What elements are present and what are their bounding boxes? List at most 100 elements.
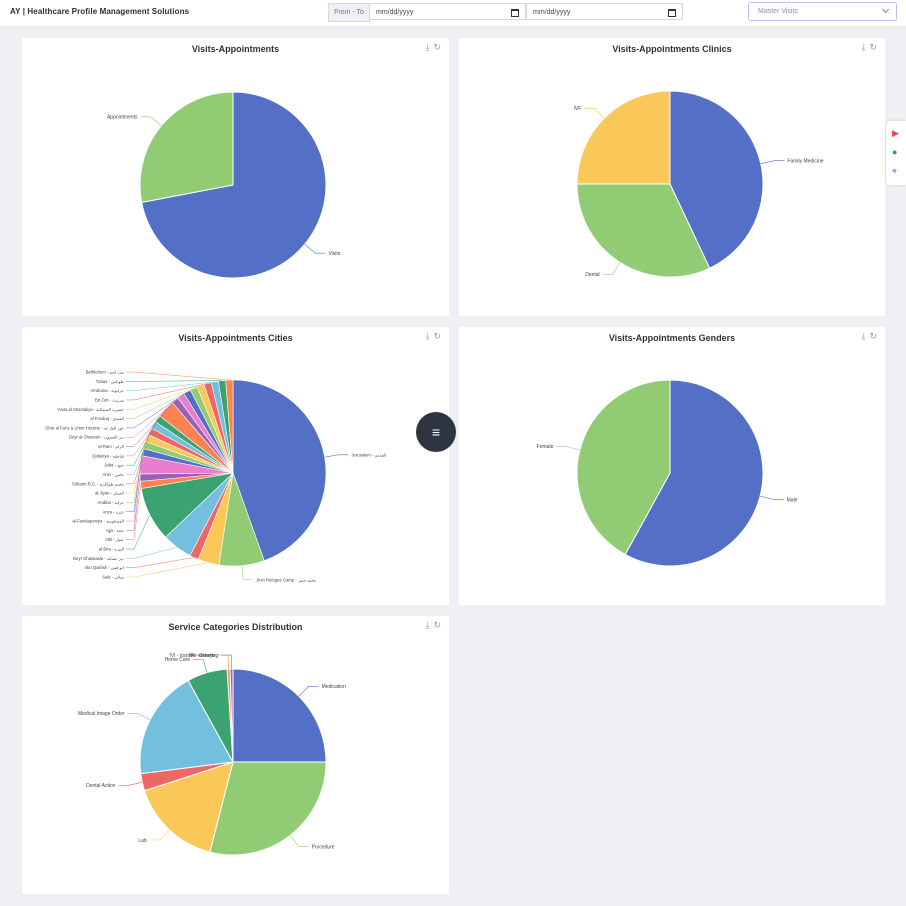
pie-label: Medication <box>322 684 346 690</box>
pie-chart-svg: Visits Appointments <box>107 91 341 279</box>
chart-title: Visits-Appointments <box>191 44 280 54</box>
pie-label-line <box>324 454 349 458</box>
from-date-input[interactable]: mm/dd/yyyy <box>369 3 526 20</box>
pie-label-line <box>126 464 141 522</box>
pie-label-line <box>126 437 148 494</box>
pie-label-line <box>127 713 151 721</box>
calendar-icon[interactable] <box>668 9 676 17</box>
pie-label-line <box>126 388 194 419</box>
to-date-placeholder: mm/dd/yyyy <box>533 9 571 16</box>
pie-label: Deyr Ghassaala - دير غسانة <box>73 556 124 561</box>
pie-label-line <box>140 116 162 126</box>
pie-label-line <box>126 400 176 447</box>
visit-type-value: Master Visits <box>758 8 798 15</box>
visit-type-select[interactable]: Master Visits <box>748 2 897 21</box>
download-icon[interactable]: ⤓ <box>425 620 430 630</box>
pie-label: Procedure <box>312 844 335 850</box>
pie-slice[interactable] <box>143 761 234 853</box>
pie-slice[interactable] <box>229 668 234 763</box>
pie-slice[interactable] <box>232 379 327 561</box>
pie-label-line <box>118 781 143 786</box>
pie-label: Tulkarm R.C. - مخيم طولكرم <box>72 481 124 486</box>
pie-slice[interactable] <box>576 183 711 278</box>
pie-label: Ajja - عجة <box>106 528 124 533</box>
refresh-icon[interactable]: ↻ <box>433 620 441 630</box>
pie-label-line <box>304 244 326 254</box>
pie-label-line <box>126 391 188 429</box>
download-icon[interactable]: ⤓ <box>861 42 866 52</box>
pie-label-line <box>126 385 201 410</box>
pie-label: Family Medicine <box>787 158 823 164</box>
pie-label: Bethlehem - بيت لحم <box>86 370 124 375</box>
pie-chart-svg: Jerusalem - القدس Jinin Refugee Camp - مخ… <box>45 370 386 583</box>
download-icon[interactable]: ⤓ <box>425 42 430 52</box>
pie-label: Bir Zeit - بيرزيت <box>95 397 124 402</box>
pie-label-line <box>126 383 208 401</box>
pie-label: al Funduq - الفندق <box>90 416 124 421</box>
pie-label-line <box>126 477 141 531</box>
pie-label-line <box>289 835 309 847</box>
pie-slice[interactable] <box>669 90 764 269</box>
pie-slice[interactable] <box>624 379 764 567</box>
pie-label-line <box>602 262 621 275</box>
whatsapp-icon[interactable]: ● <box>892 147 898 157</box>
pie-label: Attil - عتيل <box>105 537 124 542</box>
pie-label-line <box>126 380 223 382</box>
pie-label: Arrabuna - عرابونة <box>90 388 124 393</box>
pie-label-line <box>126 484 142 540</box>
chart-card-cities: Visits-Appointments Cities ⤓ ↻ Jerusalem … <box>22 327 449 605</box>
pie-label-line <box>584 108 605 119</box>
pie-label: Arabba - عرابة <box>97 500 124 505</box>
pie-label: al Bira - البيرة <box>99 547 124 552</box>
pie-slice[interactable] <box>141 91 327 279</box>
chart-title: Service Categories Distribution <box>168 622 303 632</box>
pie-chart-svg: Male Female <box>537 379 798 567</box>
pie-label-line <box>193 658 208 673</box>
pie-label: Anin - عانين <box>102 472 124 477</box>
pie-label: Male <box>787 497 798 503</box>
pie-label: Sale - سالي <box>102 575 124 580</box>
youtube-icon[interactable]: ▶ <box>892 128 899 138</box>
pie-slice[interactable] <box>225 379 234 474</box>
chart-card-clinics: Visits-Appointments Clinics ⤓ ↻ Family Me… <box>459 38 885 316</box>
chart-title: Visits-Appointments Clinics <box>612 44 732 54</box>
top-bar: AY | Healthcare Profile Management Solut… <box>0 0 906 27</box>
pie-label: Appointments <box>107 115 138 121</box>
chart-title: Visits-Appointments Genders <box>608 333 736 343</box>
pie-label-line <box>126 452 143 513</box>
refresh-icon[interactable]: ↻ <box>433 42 441 52</box>
download-icon[interactable]: ⤓ <box>861 331 866 341</box>
pie-chart-svg: Family Medicine Dental IVF <box>574 90 824 278</box>
refresh-icon[interactable]: ↻ <box>869 331 877 341</box>
pie-label: Dental Action <box>86 783 116 789</box>
floating-menu-button[interactable]: ≡ <box>416 412 456 452</box>
pie-label-line <box>298 686 319 697</box>
pie-label: Ghor al Far'a & Umm Hurzine - غور الفارع… <box>45 425 124 430</box>
to-date-input[interactable]: mm/dd/yyyy <box>526 3 683 20</box>
chart-card-visits-appointments: Visits-Appointments ⤓ ↻ Visits Appointment… <box>22 38 449 316</box>
pie-slice[interactable] <box>139 91 234 204</box>
map-pin-icon[interactable]: ⌖ <box>892 166 898 176</box>
pie-label: IVF <box>574 106 582 112</box>
calendar-icon[interactable] <box>511 9 519 17</box>
pie-label: Jerusalem - القدس <box>351 453 386 458</box>
pie-slice[interactable] <box>576 90 671 185</box>
chart-card-genders: Visits-Appointments Genders ⤓ ↻ Male Femal… <box>459 327 885 605</box>
download-icon[interactable]: ⤓ <box>425 331 430 341</box>
pie-label: IVI - transfer embryo <box>169 653 215 659</box>
chevron-down-icon <box>881 5 890 14</box>
chart-title: Visits-Appointments Cities <box>178 333 293 343</box>
pie-label: Jinin Refugee Camp - مخيم جنين <box>256 577 316 582</box>
pie-label: Medical Image Order <box>78 711 125 717</box>
pie-slice[interactable] <box>232 668 327 763</box>
refresh-icon[interactable]: ↻ <box>433 331 441 341</box>
pie-label: Dental <box>585 272 599 278</box>
pie-label: al-Ram - الرام <box>98 444 124 449</box>
pie-slice[interactable] <box>209 761 327 856</box>
pie-label-line <box>126 431 151 485</box>
pie-label-line <box>241 565 254 580</box>
pie-label: al-Fandaqumiya - الفندقومية <box>72 519 124 524</box>
pie-label-line <box>217 654 229 670</box>
pie-slice[interactable] <box>576 379 671 556</box>
refresh-icon[interactable]: ↻ <box>869 42 877 52</box>
